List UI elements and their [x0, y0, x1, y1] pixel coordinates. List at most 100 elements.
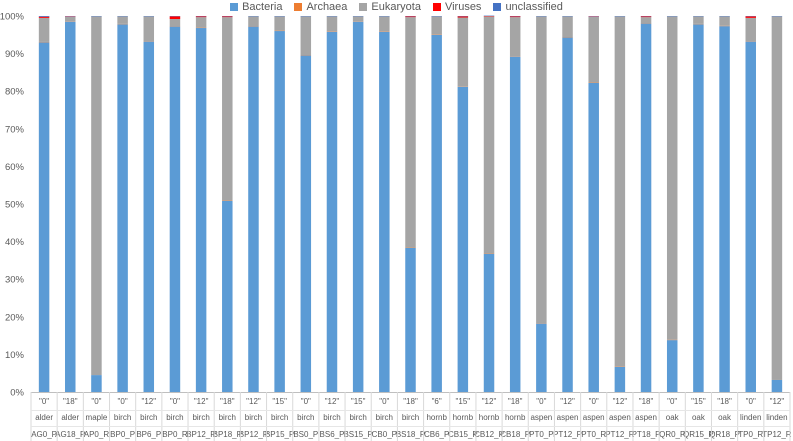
bar-segment-bacteria	[640, 23, 652, 393]
bar-segment-bacteria	[195, 28, 207, 392]
y-tick-label: 10%	[5, 350, 25, 361]
x-group-tree-label: birch	[114, 413, 131, 422]
x-group-dose-label: "12"	[560, 397, 575, 406]
bar-segment-bacteria	[143, 41, 155, 393]
bar-segment-eukaryota	[65, 16, 76, 22]
y-tick-label: 70%	[5, 124, 25, 135]
bar-segment-eukaryota	[91, 16, 102, 376]
x-tick-label: BP12_P	[239, 430, 268, 439]
bar-segment-viruses	[169, 16, 181, 20]
x-group-tree-label: birch	[271, 413, 288, 422]
bar-segment-bacteria	[352, 21, 364, 392]
bar-segment-eukaryota	[248, 16, 259, 27]
x-group-dose-label: "0"	[589, 397, 599, 406]
legend-swatch	[230, 3, 239, 11]
x-group-tree-label: birch	[245, 413, 262, 422]
x-group-dose-label: "0"	[746, 397, 756, 406]
bar-segment-bacteria	[562, 37, 573, 392]
x-tick-label: QR0_P	[659, 430, 685, 439]
legend-swatch	[432, 3, 441, 11]
legend-item-viruses: Viruses	[432, 1, 482, 13]
bar-segment-viruses	[405, 16, 416, 18]
bar-segment-eukaryota	[745, 17, 756, 42]
x-group-tree-label: aspen	[583, 413, 605, 422]
bar-segment-eukaryota	[483, 16, 495, 254]
x-group-tree-label: birch	[140, 413, 157, 422]
x-group-dose-label: "12"	[613, 397, 628, 406]
x-tick-label: PT12_P	[553, 430, 582, 439]
legend-swatch	[359, 3, 368, 11]
bar-segment-bacteria	[536, 323, 547, 392]
x-tick-label: PT0_P	[529, 430, 553, 439]
bar-segment-eukaryota	[536, 16, 547, 324]
x-tick-label: CB12_P	[474, 430, 504, 439]
x-group-dose-label: "0"	[536, 397, 546, 406]
bar-segment-bacteria	[457, 86, 469, 393]
x-tick-label: CB6_P	[424, 430, 449, 439]
y-tick-label: 20%	[5, 312, 25, 323]
x-group-tree-label: birch	[323, 413, 340, 422]
x-group-dose-label: "0"	[118, 397, 128, 406]
x-tick-label: PT12_R	[605, 430, 635, 439]
x-group-dose-label: "6"	[432, 397, 442, 406]
x-group-tree-label: hornb	[505, 413, 526, 422]
bar-segment-bacteria	[38, 42, 50, 392]
legend-item-bacteria: Bacteria	[230, 1, 282, 13]
x-tick-label: AP0_R	[84, 430, 110, 439]
bar-segment-eukaryota	[640, 17, 652, 24]
bar-segment-bacteria	[745, 41, 756, 393]
bar-segment-bacteria	[274, 31, 285, 392]
bar-segment-bacteria	[222, 200, 233, 392]
legend-label: Viruses	[444, 1, 482, 13]
x-group-tree-label: hornb	[479, 413, 500, 422]
x-group-tree-label: aspen	[530, 413, 552, 422]
bar-segment-bacteria	[169, 26, 181, 392]
x-group-tree-label: birch	[376, 413, 393, 422]
x-group-tree-label: maple	[86, 413, 108, 422]
bar-segment-eukaryota	[431, 16, 442, 35]
x-group-dose-label: "0"	[379, 397, 389, 406]
x-group-tree-label: birch	[166, 413, 183, 422]
x-group-dose-label: "15"	[456, 397, 471, 406]
x-group-dose-label: "18"	[403, 397, 418, 406]
x-tick-label: AG18_P	[55, 430, 85, 439]
x-group-dose-label: "12"	[325, 397, 340, 406]
bar-segment-bacteria	[91, 375, 102, 392]
x-group-tree-label: oak	[718, 413, 732, 422]
bar-segment-eukaryota	[195, 17, 207, 28]
bar-segment-unclassified	[38, 16, 50, 17]
bar-segment-eukaryota	[117, 16, 128, 24]
x-group-tree-label: birch	[219, 413, 236, 422]
x-group-dose-label: "12"	[482, 397, 497, 406]
x-group-dose-label: "15"	[272, 397, 287, 406]
legend-label: unclassified	[505, 1, 563, 13]
bar-segment-bacteria	[405, 247, 416, 392]
bar-segment-eukaryota	[352, 16, 364, 22]
x-group-tree-label: linden	[766, 413, 787, 422]
bar-segment-bacteria	[483, 254, 495, 392]
x-group-dose-label: "0"	[39, 397, 49, 406]
bar-segment-eukaryota	[771, 16, 783, 380]
y-tick-label: 100%	[0, 12, 25, 23]
x-group-tree-label: linden	[740, 413, 761, 422]
x-tick-label: PT0_R	[581, 430, 606, 439]
bar-segment-eukaryota	[38, 17, 50, 42]
bar-segment-eukaryota	[326, 16, 338, 32]
bar-segment-viruses	[640, 16, 652, 18]
x-tick-label: PT18_P	[632, 430, 661, 439]
bar-segment-bacteria	[326, 31, 338, 393]
x-group-tree-label: birch	[349, 413, 366, 422]
y-tick-label: 60%	[5, 162, 25, 173]
x-group-dose-label: "0"	[170, 397, 180, 406]
x-tick-label: BS18_P	[396, 430, 425, 439]
chart-legend: Bacteria Archaea Eukaryota Viruses unclassif…	[0, 0, 793, 14]
x-group-tree-label: oak	[692, 413, 706, 422]
bar-segment-eukaryota	[274, 16, 285, 31]
bar-segment-viruses	[457, 16, 469, 18]
x-tick-label: AG0_P	[31, 430, 57, 439]
bar-segment-eukaryota	[693, 16, 704, 24]
bar-segment-viruses	[195, 16, 207, 18]
bar-segment-bacteria	[588, 82, 599, 392]
